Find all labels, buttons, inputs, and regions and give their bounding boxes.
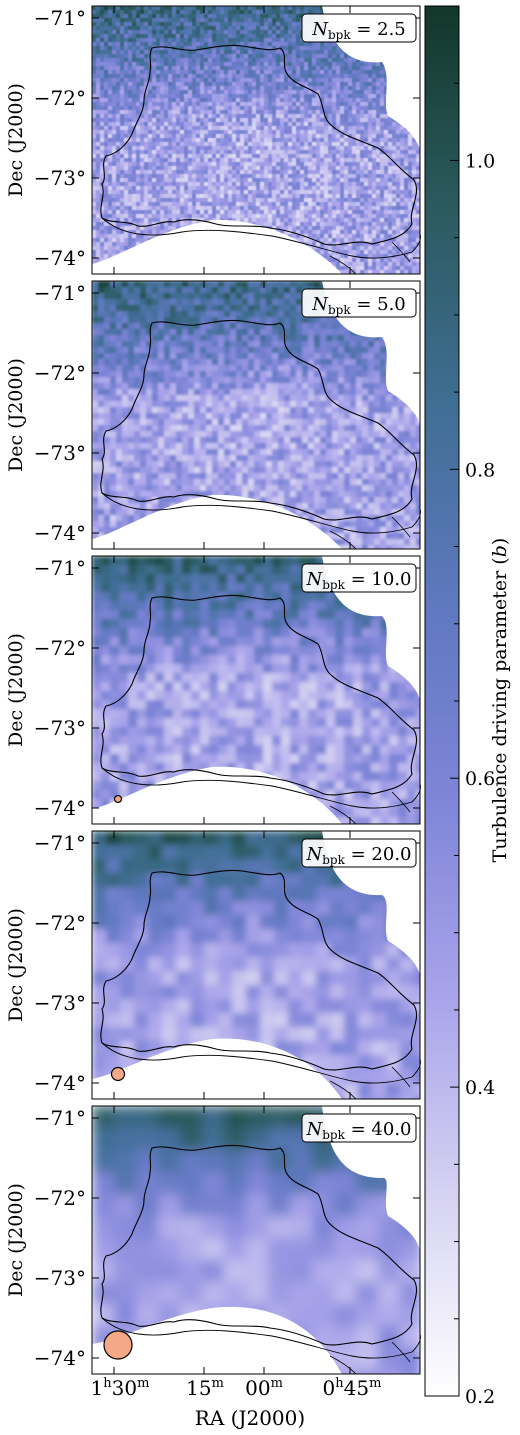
- map-panel: −71° −72° −73° −74° Dec (J2000) Nbpk = 40.0: [5, 1105, 422, 1375]
- colorbar-tick-label: 0.6: [465, 768, 495, 790]
- colorbar-ticks: 0.2 0.4 0.6 0.8 1.0: [450, 5, 495, 1408]
- beam-circle: [110, 1066, 126, 1082]
- x-tick-labels: 1h30m 15m 00m 0h45m: [91, 1376, 382, 1400]
- y-tick-label: −73°: [34, 1266, 86, 1290]
- panel-label: Nbpk = 10.0: [306, 569, 412, 592]
- colorbar-gradient: [424, 5, 460, 1397]
- y-tick-label: −73°: [34, 441, 86, 465]
- y-tick-label: −74°: [34, 1346, 86, 1370]
- y-tick-label: −72°: [34, 636, 86, 660]
- y-tick-label: −71°: [34, 1106, 86, 1130]
- y-axis-label: Dec (J2000): [5, 908, 27, 1022]
- y-tick-label: −72°: [34, 361, 86, 385]
- y-tick-label: −72°: [34, 1186, 86, 1210]
- panel-label: Nbpk = 5.0: [311, 294, 406, 317]
- panel-label: Nbpk = 2.5: [311, 19, 406, 42]
- y-tick-label: −73°: [34, 166, 86, 190]
- y-tick-label: −71°: [34, 831, 86, 855]
- colorbar-tick-label: 0.4: [465, 1077, 495, 1099]
- y-axis-label: Dec (J2000): [5, 633, 27, 747]
- x-tick-label: 0h45m: [323, 1376, 382, 1400]
- colorbar-tick-label: 0.8: [465, 459, 495, 481]
- x-tick-label: 1h30m: [91, 1376, 150, 1400]
- y-tick-label: −71°: [34, 556, 86, 580]
- y-tick-label: −72°: [34, 911, 86, 935]
- y-tick-label: −73°: [34, 716, 86, 740]
- colorbar: 0.2 0.4 0.6 0.8 1.0 Turbulence driving param…: [424, 5, 511, 1408]
- panels-group: −71°−72°−73°−74°Dec (J2000)Nbpk = 2.5−71…: [5, 5, 422, 1375]
- map-panel: −71° −72° −73° −74° Dec (J2000) Nbpk = 20.0: [5, 830, 422, 1100]
- y-tick-label: −74°: [34, 1071, 86, 1095]
- map-panel: −71° −72° −73° −74° Dec (J2000) Nbpk = 10.0: [5, 555, 422, 825]
- y-tick-label: −71°: [34, 6, 86, 30]
- y-tick-label: −74°: [34, 521, 86, 545]
- y-tick-label: −71°: [34, 281, 86, 305]
- panel-label: Nbpk = 20.0: [306, 844, 412, 867]
- y-tick-label: −74°: [34, 246, 86, 270]
- beam-circle: [113, 794, 123, 804]
- y-tick-label: −74°: [34, 796, 86, 820]
- y-axis-label: Dec (J2000): [5, 83, 27, 197]
- x-tick-label: 00m: [245, 1376, 283, 1400]
- y-tick-label: −72°: [34, 86, 86, 110]
- y-axis-label: Dec (J2000): [5, 1183, 27, 1297]
- colorbar-tick-label: 0.2: [465, 1386, 495, 1408]
- map-panel: −71° −72° −73° −74° Dec (J2000) Nbpk = 5.0: [5, 280, 422, 550]
- map-panel: −71° −72° −73° −74° Dec (J2000) Nbpk = 2.5: [5, 5, 422, 275]
- beam-circle: [103, 1330, 133, 1360]
- x-axis-label: RA (J2000): [195, 1406, 305, 1430]
- y-axis-label: Dec (J2000): [5, 358, 27, 472]
- x-tick-label: 15m: [186, 1376, 224, 1400]
- panel-label: Nbpk = 40.0: [306, 1119, 412, 1142]
- colorbar-tick-label: 1.0: [465, 150, 495, 172]
- colorbar-label: Turbulence driving parameter (b): [489, 538, 511, 863]
- y-tick-label: −73°: [34, 991, 86, 1015]
